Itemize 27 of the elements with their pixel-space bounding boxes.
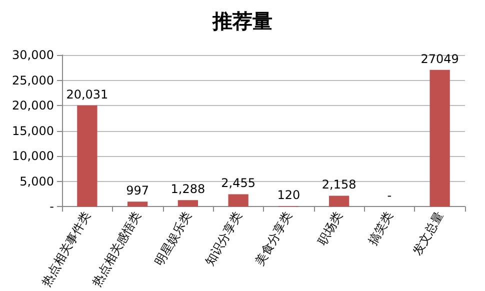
data-label: 2,455 xyxy=(221,176,256,190)
bar xyxy=(430,70,450,207)
x-tick-label: 美食分享类 xyxy=(252,209,295,268)
x-tick-label: 搞笑类 xyxy=(365,209,396,248)
bar xyxy=(178,200,198,207)
y-tick-label: 10,000 xyxy=(12,149,54,164)
data-label: - xyxy=(387,188,392,203)
y-tick-label: 5,000 xyxy=(20,174,54,188)
data-label: 2,158 xyxy=(322,178,356,192)
y-tick-label: 20,000 xyxy=(12,98,54,113)
bar xyxy=(77,105,98,207)
x-tick-label: 职场类 xyxy=(315,209,346,248)
y-tick-label: 25,000 xyxy=(12,73,54,88)
bar xyxy=(127,202,148,207)
data-label: 120 xyxy=(277,188,300,202)
x-tick-label: 明星娱乐类 xyxy=(152,209,194,268)
data-label: 1,288 xyxy=(170,182,206,196)
bar xyxy=(328,196,350,207)
data-label: 27049 xyxy=(420,52,459,66)
y-tick-label: 30,000 xyxy=(12,48,54,62)
data-label: 997 xyxy=(126,184,150,198)
chart-title: 推荐量 xyxy=(212,9,272,33)
y-tick-label: 15,000 xyxy=(12,124,54,138)
x-tick-label: 发文总量 xyxy=(410,209,446,258)
x-tick-label: 知识分享类 xyxy=(202,209,244,268)
data-label: 20,031 xyxy=(66,87,108,102)
bar xyxy=(228,194,248,207)
